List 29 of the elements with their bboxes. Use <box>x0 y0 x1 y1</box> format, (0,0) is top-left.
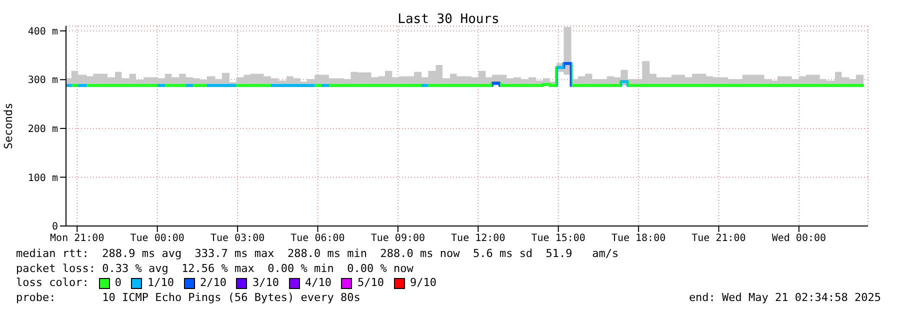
x-tick-label: Wed 00:00 <box>772 233 826 244</box>
y-tick-label: 0 <box>52 222 58 233</box>
x-tick-label: Tue 18:00 <box>611 233 666 244</box>
legend-label: 1/10 <box>147 276 174 290</box>
y-tick-label: 100 m <box>28 172 58 184</box>
y-tick-label: 200 m <box>28 124 58 135</box>
legend-label: 5/10 <box>357 276 384 290</box>
legend-label: 3/10 <box>252 276 279 290</box>
legend-label: 2/10 <box>200 276 226 290</box>
legend-label: 4/10 <box>304 276 332 290</box>
chart-title: Last 30 Hours <box>396 12 500 27</box>
x-tick-label: Tue 09:00 <box>370 233 426 244</box>
text: median rtt: 288.9 ms avg 333.7 ms max 288.0 ms min 288.0 ms now 5.6 ms sd 51.9 am/s <box>16 247 620 262</box>
x-tick-label: Mon 21:00 <box>50 233 104 244</box>
text: packet loss: 0.33 % avg 12.56 % max 0.00 % min 0.00 % now <box>16 262 414 276</box>
x-tick-label: Tue 03:00 <box>210 233 265 244</box>
x-tick-label: Tue 12:00 <box>451 233 506 244</box>
legend-label: 9/10 <box>410 276 436 290</box>
x-tick-label: Tue 06:00 <box>290 233 345 244</box>
text: probe: 10 ICMP Echo Pings (56 Bytes) every 80s <box>16 290 360 305</box>
x-tick-label: Tue 00:00 <box>130 233 184 244</box>
legend-label: 0 <box>114 276 122 290</box>
y-tick-label: 400 m <box>28 26 58 38</box>
text: end: Wed May 21 02:34:58 2025 <box>688 290 881 305</box>
x-tick-label: Tue 15:00 <box>531 233 586 244</box>
y-axis-title: Seconds <box>2 102 15 150</box>
legend-title: loss color: <box>16 276 89 290</box>
y-tick-label: 300 m <box>28 75 58 86</box>
x-tick-label: Tue 21:00 <box>692 233 746 244</box>
